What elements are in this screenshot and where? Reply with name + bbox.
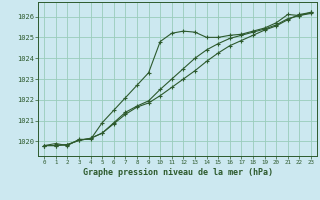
X-axis label: Graphe pression niveau de la mer (hPa): Graphe pression niveau de la mer (hPa) — [83, 168, 273, 177]
